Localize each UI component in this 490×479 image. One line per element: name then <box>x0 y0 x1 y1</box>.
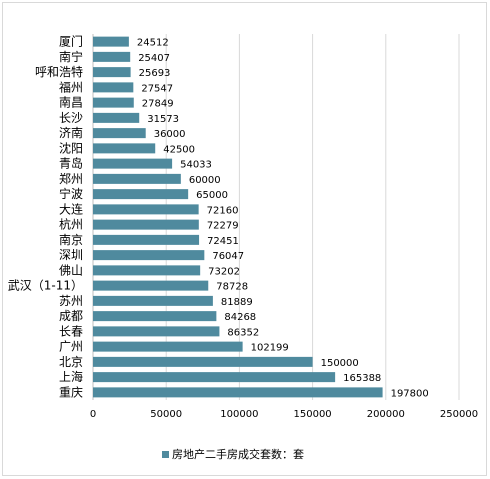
value-label: 81889 <box>221 297 253 308</box>
bar <box>93 295 213 306</box>
value-label: 65000 <box>196 190 228 201</box>
bar <box>93 67 131 78</box>
value-label: 60000 <box>189 175 221 186</box>
category-label: 北京 <box>59 355 83 369</box>
x-tick-label: 0 <box>90 409 96 420</box>
bar <box>93 219 199 230</box>
bar <box>93 326 220 337</box>
bar <box>93 97 134 108</box>
value-label: 72451 <box>207 236 239 247</box>
category-label: 南京 <box>59 232 83 247</box>
value-label: 73202 <box>208 266 240 277</box>
bar <box>93 173 181 184</box>
value-label: 54033 <box>180 160 212 171</box>
bar <box>93 311 217 322</box>
value-label: 72279 <box>207 221 239 232</box>
x-axis-ticks: 0 50000 100000 150000 200000 250000 <box>90 409 478 420</box>
value-label: 25407 <box>138 53 170 64</box>
bar <box>93 265 201 276</box>
category-label: 济南 <box>59 125 83 140</box>
category-label: 长春 <box>59 324 83 338</box>
bars <box>93 36 383 398</box>
bar <box>93 250 205 261</box>
value-label: 84268 <box>224 312 256 323</box>
bar <box>93 372 336 383</box>
value-label: 76047 <box>212 251 244 262</box>
x-tick-label: 150000 <box>294 409 332 420</box>
category-label: 南宁 <box>59 49 83 64</box>
bar <box>93 189 189 200</box>
category-label: 郑州 <box>59 171 83 186</box>
category-label: 重庆 <box>59 385 83 399</box>
x-tick-label: 200000 <box>367 409 405 420</box>
category-label: 广州 <box>59 340 83 354</box>
value-label: 78728 <box>216 282 248 293</box>
x-tick-label: 250000 <box>440 409 478 420</box>
grid-lines <box>92 34 460 400</box>
category-label: 宁波 <box>59 186 83 201</box>
chart-frame <box>2 2 487 476</box>
category-label: 青岛 <box>59 156 83 171</box>
bar <box>93 143 156 154</box>
bar <box>93 341 243 352</box>
value-label: 31573 <box>147 114 179 125</box>
value-label: 42500 <box>163 144 195 155</box>
value-label: 150000 <box>321 358 359 369</box>
bar <box>93 356 313 367</box>
x-tick-label: 50000 <box>150 409 182 420</box>
bar <box>93 158 173 169</box>
category-label: 杭州 <box>59 217 83 232</box>
bar <box>93 128 146 139</box>
value-label: 86352 <box>227 327 259 338</box>
bar <box>93 82 134 93</box>
x-tick-label: 100000 <box>220 409 258 420</box>
category-label: 长沙 <box>59 111 83 125</box>
category-labels: 厦门南宁呼和浩特福州南昌长沙济南沈阳青岛郑州宁波大连杭州南京深圳佛山武汉（1-1… <box>8 34 83 400</box>
category-label: 呼和浩特 <box>35 64 83 79</box>
category-label: 武汉（1-11） <box>8 279 83 293</box>
value-label: 197800 <box>391 388 429 399</box>
category-label: 大连 <box>59 201 83 216</box>
value-label: 25693 <box>139 68 171 79</box>
category-label: 上海 <box>59 369 83 384</box>
bar <box>93 234 200 245</box>
category-label: 福州 <box>59 79 83 94</box>
category-label: 成都 <box>59 309 83 323</box>
legend: 房地产二手房成交套数：套 <box>162 447 304 461</box>
value-label: 102199 <box>251 343 289 354</box>
bar <box>93 36 129 47</box>
value-label: 27849 <box>142 99 174 110</box>
value-label: 27547 <box>141 83 173 94</box>
bar <box>93 204 199 215</box>
bar <box>93 387 383 398</box>
value-label: 165388 <box>343 373 381 384</box>
value-label: 36000 <box>154 129 186 140</box>
value-label: 24512 <box>137 38 169 49</box>
category-label: 厦门 <box>59 34 83 49</box>
legend-label: 房地产二手房成交套数：套 <box>172 447 304 461</box>
category-label: 佛山 <box>59 263 83 277</box>
legend-swatch <box>162 451 169 458</box>
value-label: 72160 <box>207 205 239 216</box>
category-label: 深圳 <box>59 248 83 262</box>
category-label: 苏州 <box>59 294 83 308</box>
category-label: 南昌 <box>59 95 83 110</box>
value-labels: 24512 25407 25693 27547 27849 31573 36000 42500… <box>137 38 429 400</box>
bar <box>93 51 131 62</box>
category-label: 沈阳 <box>59 140 83 155</box>
bar <box>93 112 140 123</box>
bar <box>93 280 209 291</box>
